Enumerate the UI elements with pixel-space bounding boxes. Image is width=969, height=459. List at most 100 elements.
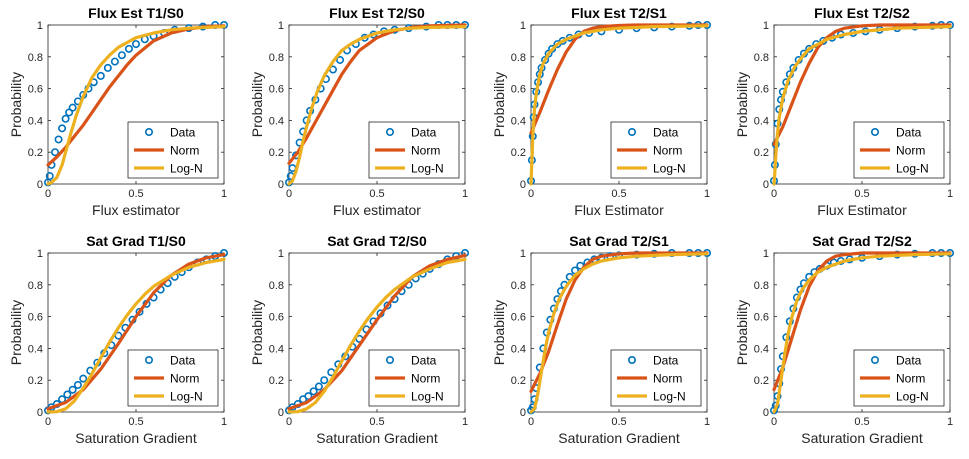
y-tick-label: 0.6 (511, 84, 526, 96)
y-tick-label: 0.4 (511, 115, 526, 127)
y-tick-label: 0 (37, 179, 43, 191)
y-tick-label: 0.8 (28, 52, 43, 64)
y-tick-label: 0 (37, 407, 43, 419)
legend-marker-data (385, 355, 394, 364)
legend: Data Norm Log-N (610, 349, 702, 407)
y-tick-label: 1 (520, 248, 526, 260)
y-tick-label: 0.4 (754, 115, 769, 127)
data-point (309, 387, 318, 396)
data-point (336, 55, 345, 64)
y-tick-label: 0.2 (28, 375, 43, 387)
x-axis-label: Saturation Gradient (75, 430, 197, 446)
legend-marker-data (145, 355, 154, 364)
x-tick-label: 1 (221, 416, 227, 428)
legend-marker-data (627, 128, 636, 137)
legend: Data Norm Log-N (368, 349, 460, 407)
y-tick-label: 0 (763, 179, 769, 191)
plot-marks (284, 249, 469, 415)
data-point (132, 40, 141, 49)
y-tick-label: 0.2 (28, 147, 43, 159)
data-point (51, 148, 60, 157)
y-tick-label: 1 (763, 20, 769, 32)
y-tick-label: 0.6 (28, 312, 43, 324)
y-tick-label: 0.8 (269, 280, 284, 292)
y-tick-label: 1 (763, 248, 769, 260)
legend: Data Norm Log-N (127, 349, 219, 407)
x-tick-label: 1 (221, 188, 227, 200)
subplot-5: 0 0.5 1 0 0.2 0.4 0.6 0.8 1 Sat Grad T1/S0 Saturat… (8, 233, 229, 446)
data-point (73, 380, 82, 389)
subplot-title: Flux Est T2/S0 (329, 5, 425, 21)
x-tick-label: 0 (771, 188, 777, 200)
x-tick-label: 0 (286, 416, 292, 428)
data-point (79, 374, 88, 383)
data-point (45, 172, 54, 181)
data-point (54, 135, 63, 144)
subplot-3: 0 0.5 1 0 0.2 0.4 0.6 0.8 1 Flux Est T2/S1 Flux Es… (491, 5, 711, 218)
y-tick-label: 0 (278, 407, 284, 419)
data-point (58, 124, 67, 133)
y-tick-label: 0.8 (754, 52, 769, 64)
subplot-title: Flux Est T2/S1 (571, 5, 667, 21)
y-tick-label: 0.8 (269, 52, 284, 64)
plot-marks (769, 20, 954, 186)
y-tick-label: 0 (520, 407, 526, 419)
x-axis-label: Saturation Gradient (801, 430, 923, 446)
legend-label: Data (411, 354, 437, 368)
y-tick-label: 1 (278, 20, 284, 32)
y-axis-label: Probability (8, 72, 24, 137)
legend-marker-data (870, 128, 879, 137)
y-tick-label: 0.2 (269, 375, 284, 387)
lognormal-fit-line (529, 24, 709, 186)
x-tick-label: 0 (771, 416, 777, 428)
y-tick-label: 0.2 (754, 375, 769, 387)
legend-label: Data (170, 126, 196, 140)
legend: Data Norm Log-N (610, 121, 702, 179)
y-tick-label: 0.4 (269, 115, 284, 127)
legend-label: Data (896, 126, 922, 140)
legend: Data Norm Log-N (368, 121, 460, 179)
y-tick-label: 0.4 (269, 343, 284, 355)
y-tick-label: 0.8 (511, 280, 526, 292)
legend-label: Data (411, 126, 437, 140)
y-tick-label: 0.6 (754, 312, 769, 324)
subplot-8: 0 0.5 1 0 0.2 0.4 0.6 0.8 1 Sat Grad T2/S2 Saturat… (734, 233, 954, 446)
plot-marks (526, 20, 711, 186)
legend-label: Log-N (896, 162, 929, 176)
data-point (117, 51, 126, 60)
legend: Data Norm Log-N (127, 121, 219, 179)
y-tick-label: 1 (37, 248, 43, 260)
x-tick-label: 0.5 (128, 416, 143, 428)
y-tick-label: 0.2 (269, 147, 284, 159)
legend-label: Data (896, 354, 922, 368)
x-tick-label: 0 (528, 416, 534, 428)
data-point (96, 71, 105, 80)
y-axis-label: Probability (491, 72, 507, 137)
data-point (63, 390, 72, 399)
legend-label: Norm (170, 372, 199, 386)
legend: Data Norm Log-N (853, 349, 945, 407)
legend-label: Norm (653, 144, 682, 158)
y-tick-label: 0.4 (28, 343, 43, 355)
subplot-7: 0 0.5 1 0 0.2 0.4 0.6 0.8 1 Sat Grad T2/S1 Saturat… (491, 233, 711, 446)
y-tick-label: 1 (278, 248, 284, 260)
x-tick-label: 0 (528, 188, 534, 200)
y-axis-label: Probability (734, 72, 750, 137)
lognormal-fit-line (287, 257, 467, 414)
plot-marks (284, 20, 469, 187)
legend-label: Norm (170, 144, 199, 158)
plot-marks (526, 249, 711, 415)
lognormal-fit-line (772, 252, 952, 414)
x-tick-label: 1 (704, 416, 710, 428)
legend-label: Norm (411, 372, 440, 386)
subplot-title: Flux Est T1/S0 (88, 5, 184, 21)
y-tick-label: 0 (520, 179, 526, 191)
y-tick-label: 0.6 (511, 312, 526, 324)
legend: Data Norm Log-N (853, 121, 945, 179)
x-tick-label: 1 (947, 416, 953, 428)
y-tick-label: 0.6 (754, 84, 769, 96)
x-tick-label: 0 (286, 188, 292, 200)
y-axis-label: Probability (734, 300, 750, 365)
